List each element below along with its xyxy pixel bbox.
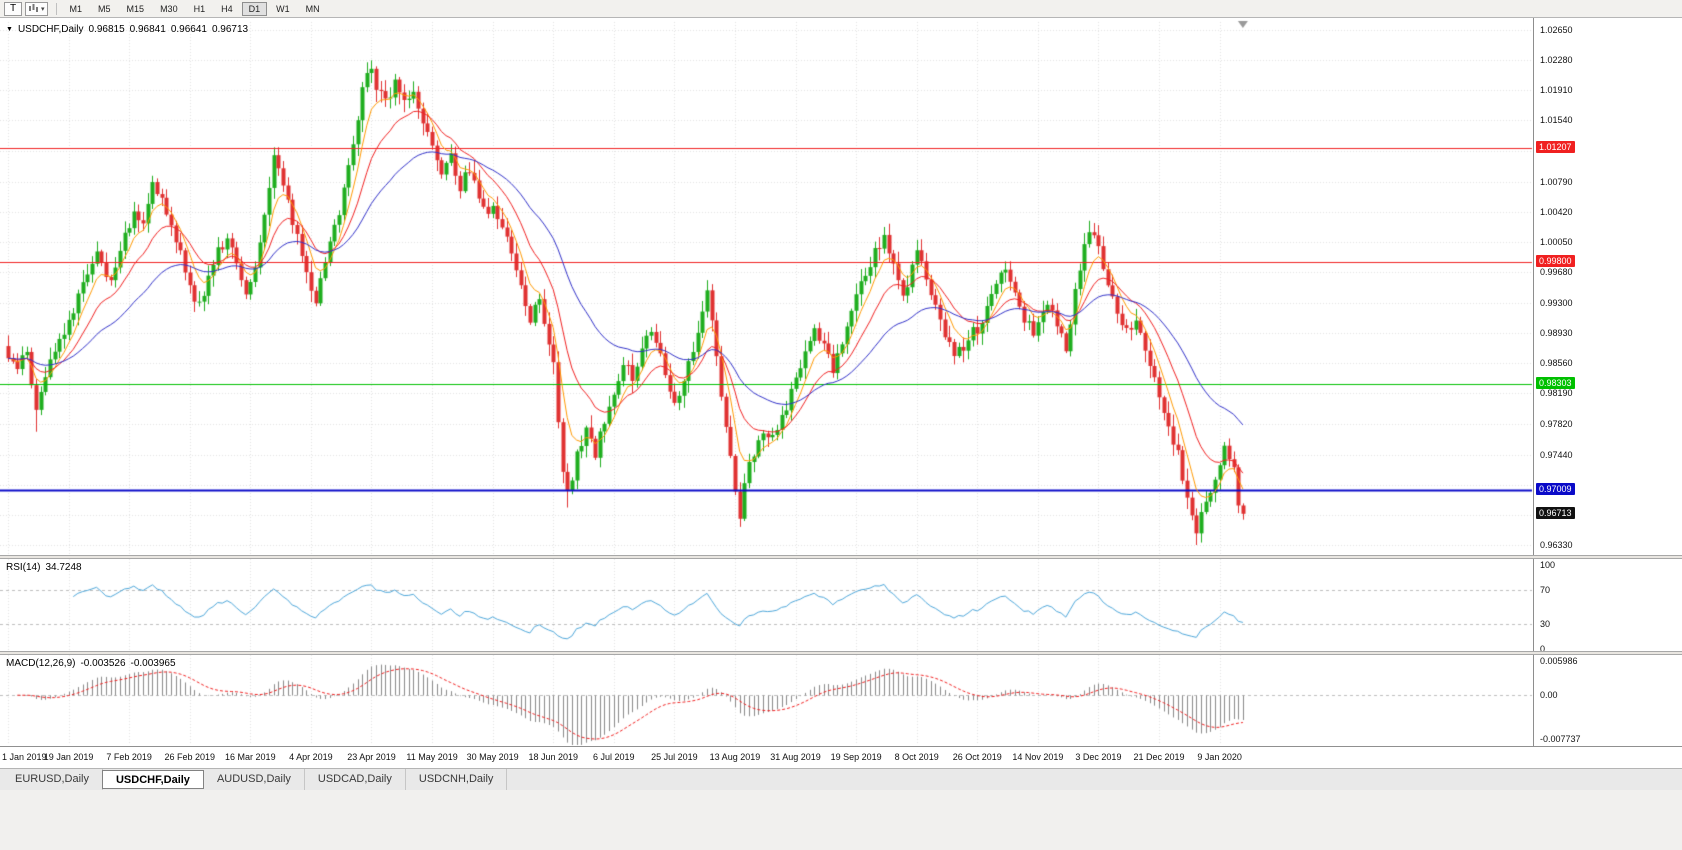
dropdown-arrow-icon: ▾ xyxy=(41,5,45,13)
macd-label: MACD(12,26,9) xyxy=(6,658,76,669)
price-tick: 1.01910 xyxy=(1540,85,1573,96)
panel-splitter-rsi[interactable] xyxy=(0,555,1682,559)
chart-type-button[interactable]: ▾ xyxy=(25,1,48,16)
date-tick: 6 Jul 2019 xyxy=(593,752,635,762)
timeframe-button-w1[interactable]: W1 xyxy=(269,2,297,16)
date-tick: 30 May 2019 xyxy=(466,752,519,762)
rsi-scale-tick: 100 xyxy=(1540,560,1556,570)
date-tick: 26 Oct 2019 xyxy=(952,752,1002,762)
timeframe-button-h1[interactable]: H1 xyxy=(187,2,213,16)
ohlc-high: 0.96841 xyxy=(129,24,166,35)
price-tick: 0.99680 xyxy=(1540,267,1573,278)
rsi-scale-tick: 70 xyxy=(1540,585,1551,596)
toolbar-separator xyxy=(55,2,57,15)
ohlc-close: 0.96713 xyxy=(211,24,249,35)
price-tick: 1.00420 xyxy=(1540,206,1573,217)
macd-scale-tick: 0.00 xyxy=(1540,690,1558,701)
date-tick: 16 Mar 2019 xyxy=(225,752,276,762)
date-tick: 19 Jan 2019 xyxy=(43,752,94,762)
chart-tab-usdchf[interactable]: USDCHF,Daily xyxy=(101,770,204,789)
time-scale[interactable]: 1 Jan 2019 19 Jan 2019 7 Feb 2019 26 Feb 20… xyxy=(0,746,1682,768)
date-tick: 31 Aug 2019 xyxy=(770,752,821,762)
current-price-flag: 0.96713 xyxy=(1536,506,1575,519)
chart-tab-eurusd[interactable]: EURUSD,Daily xyxy=(2,769,103,790)
text-tool-icon: T xyxy=(9,3,17,14)
price-line-flag: 1.01207 xyxy=(1536,140,1575,153)
status-area xyxy=(0,790,1682,850)
date-tick: 19 Sep 2019 xyxy=(830,752,882,762)
chart-header: ▼ USDCHF,Daily 0.96815 0.96841 0.96641 0… xyxy=(6,24,248,35)
macd-scale-tick: 0.005986 xyxy=(1540,656,1578,666)
price-tick: 1.02280 xyxy=(1540,55,1573,66)
price-line-flag: 0.97009 xyxy=(1536,482,1575,495)
rsi-scale-tick: 30 xyxy=(1540,618,1551,629)
chart-symbol-label: USDCHF,Daily xyxy=(17,24,84,35)
timeframe-group: M1 M5 M15 M30 H1 H4 D1 W1 MN xyxy=(62,1,328,16)
candlestick-chart-icon xyxy=(29,4,38,12)
price-tick: 0.97440 xyxy=(1540,449,1573,460)
symbol-marker-icon: ▼ xyxy=(6,25,13,33)
date-tick: 21 Dec 2019 xyxy=(1133,752,1185,762)
timeframe-button-d1[interactable]: D1 xyxy=(241,1,268,16)
price-tick: 0.99300 xyxy=(1540,297,1573,308)
timeframe-button-m1[interactable]: M1 xyxy=(63,2,90,16)
price-tick: 0.97820 xyxy=(1540,418,1573,429)
date-tick: 11 May 2019 xyxy=(406,752,458,762)
chart-tab-usdcad[interactable]: USDCAD,Daily xyxy=(305,769,406,790)
rsi-header: RSI(14) 34.7248 xyxy=(6,562,82,573)
date-tick: 3 Dec 2019 xyxy=(1075,752,1122,762)
rsi-scale-tick: 0 xyxy=(1540,644,1546,654)
timeframe-button-h4[interactable]: H4 xyxy=(214,2,240,16)
price-tick: 1.01540 xyxy=(1540,115,1573,126)
timeframe-button-m5[interactable]: M5 xyxy=(91,2,118,16)
timeframe-button-m15[interactable]: M15 xyxy=(120,2,152,16)
timeframe-button-mn[interactable]: MN xyxy=(299,2,327,16)
price-line-flag: 0.99800 xyxy=(1536,255,1575,268)
price-tick: 0.98560 xyxy=(1540,358,1573,369)
ohlc-low: 0.96641 xyxy=(170,24,207,35)
date-tick: 23 Apr 2019 xyxy=(347,752,396,762)
date-tick: 9 Jan 2020 xyxy=(1197,752,1242,762)
price-tick: 0.96330 xyxy=(1540,540,1573,550)
macd-header: MACD(12,26,9) -0.003526 -0.003965 xyxy=(6,658,176,669)
price-line-flag: 0.98303 xyxy=(1536,377,1575,390)
price-scale[interactable]: 1.02650 1.02280 1.01910 1.01540 1.00790 1.004… xyxy=(1533,18,1681,746)
chart-tab-usdcnh[interactable]: USDCNH,Daily xyxy=(406,769,508,790)
date-tick: 1 Jan 2019 xyxy=(2,752,47,762)
toolbar: T ▾ M1 M5 M15 M30 H1 H4 D1 W1 MN xyxy=(0,0,1682,18)
macd-signal-value: -0.003965 xyxy=(130,658,176,669)
price-tick: 0.98930 xyxy=(1540,328,1573,339)
date-tick: 4 Apr 2019 xyxy=(289,752,333,762)
date-tick: 25 Jul 2019 xyxy=(651,752,698,762)
price-tick: 1.02650 xyxy=(1540,25,1573,35)
price-tick: 1.00790 xyxy=(1540,176,1573,187)
macd-value: -0.003526 xyxy=(80,658,126,669)
chart-tabs-bar: EURUSD,Daily USDCHF,Daily AUDUSD,Daily USDC… xyxy=(0,768,1682,790)
price-tick: 1.00050 xyxy=(1540,236,1573,247)
text-tool-button[interactable]: T xyxy=(4,1,22,16)
date-tick: 14 Nov 2019 xyxy=(1012,752,1064,762)
macd-scale-tick: -0.007737 xyxy=(1540,734,1581,744)
timeframe-button-m30[interactable]: M30 xyxy=(153,2,185,16)
chart-tab-audusd[interactable]: AUDUSD,Daily xyxy=(204,769,305,790)
rsi-label: RSI(14) xyxy=(6,562,41,573)
date-tick: 18 Jun 2019 xyxy=(528,752,578,762)
date-tick: 26 Feb 2019 xyxy=(164,752,216,762)
rsi-value: 34.7248 xyxy=(45,562,82,573)
date-tick: 8 Oct 2019 xyxy=(894,752,939,762)
panel-splitter-macd[interactable] xyxy=(0,651,1682,655)
date-tick: 7 Feb 2019 xyxy=(106,752,152,762)
ohlc-open: 0.96815 xyxy=(88,24,125,35)
date-tick: 13 Aug 2019 xyxy=(709,752,761,762)
price-tick: 0.98190 xyxy=(1540,388,1573,399)
